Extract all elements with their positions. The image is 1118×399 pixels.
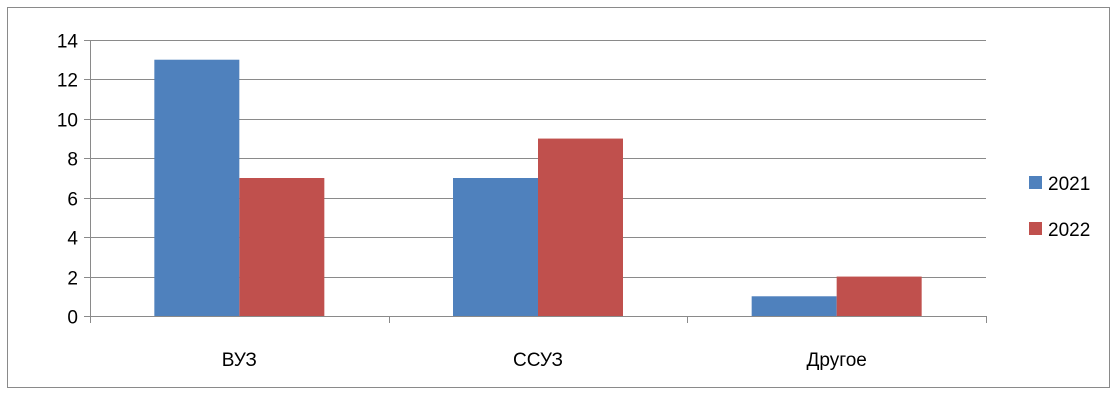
bar-Другое-2021 — [751, 296, 837, 316]
x-tick-label: Другое — [806, 350, 866, 371]
y-tick-label: 4 — [67, 229, 78, 250]
legend-swatch-2021 — [1029, 176, 1042, 189]
y-tick-label: 0 — [67, 308, 78, 329]
bar-ССУЗ-2021 — [453, 178, 538, 316]
bar-ВУЗ-2022 — [239, 178, 325, 316]
x-tick-label: ССУЗ — [513, 350, 563, 371]
axes — [84, 40, 987, 323]
bar-ВУЗ-2021 — [154, 59, 240, 316]
bar-Другое-2022 — [836, 276, 922, 316]
y-tick-label: 6 — [67, 190, 78, 211]
x-tick-label: ВУЗ — [222, 350, 257, 371]
legend-label-2021: 2021 — [1048, 174, 1090, 195]
legend-swatch-2022 — [1029, 222, 1042, 235]
x-tick-labels: ВУЗ ССУЗ Другое — [222, 350, 867, 371]
y-tick-labels: 0 2 4 6 8 10 12 14 — [57, 32, 79, 329]
legend-label-2022: 2022 — [1048, 220, 1090, 241]
legend: 2021 2022 — [1029, 174, 1090, 241]
y-tick-label: 14 — [57, 32, 79, 53]
y-tick-label: 12 — [57, 71, 78, 92]
y-tick-label: 2 — [67, 269, 78, 290]
bar-ССУЗ-2022 — [538, 138, 623, 316]
y-tick-label: 8 — [67, 150, 78, 171]
bars — [154, 59, 922, 316]
y-tick-label: 10 — [57, 111, 78, 132]
